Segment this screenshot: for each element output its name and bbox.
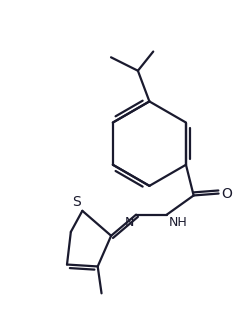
Text: NH: NH [169, 216, 187, 229]
Text: S: S [72, 195, 80, 209]
Text: N: N [125, 216, 134, 229]
Text: O: O [221, 187, 232, 201]
